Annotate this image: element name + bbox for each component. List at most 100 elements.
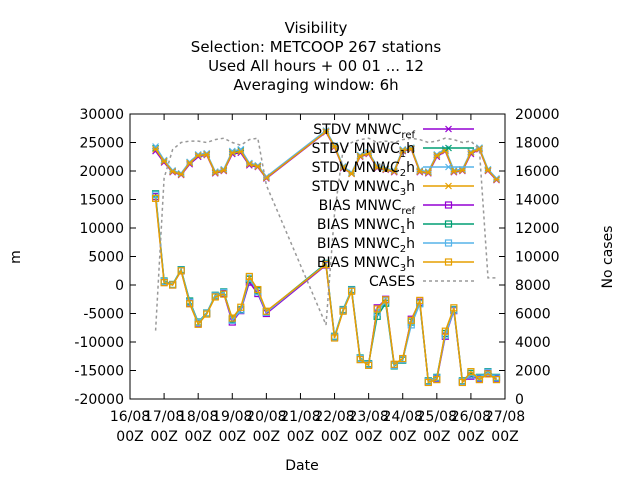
- data-point-bias-mnwc-3h: [424, 378, 432, 387]
- y-tick-label: -20000: [74, 392, 124, 408]
- y2-tick-label: 20000: [515, 107, 560, 123]
- y2-tick-label: 12000: [515, 221, 560, 237]
- data-point-stdv-mnwc-3h: [399, 147, 407, 154]
- y-tick-label: 0: [115, 278, 124, 294]
- legend-label-base: BIAS MNWC: [317, 255, 400, 271]
- y2-tick-label: 10000: [515, 250, 560, 266]
- x-tick-label-hour: 00Z: [253, 429, 280, 445]
- data-point-stdv-mnwc-3h: [433, 152, 441, 160]
- legend-label-subscript: 1: [400, 225, 406, 236]
- data-point-bias-mnwc-3h: [322, 260, 330, 269]
- data-point-bias-mnwc-3h: [492, 376, 501, 384]
- x-tick-label-hour: 00Z: [389, 429, 416, 445]
- series-line-cases: [154, 137, 497, 331]
- data-point-bias-mnwc-3h: [441, 327, 449, 335]
- legend-label-base: STDV MNWC: [312, 179, 400, 195]
- legend-label-subscript: 2: [400, 244, 406, 255]
- data-point-bias-mnwc-3h: [169, 281, 177, 289]
- data-point-bias-mnwc-3h: [382, 296, 390, 304]
- data-point-stdv-mnwc-3h: [365, 149, 373, 157]
- data-point-bias-mnwc-3h: [237, 303, 245, 311]
- data-point-stdv-mnwc-3h: [169, 168, 177, 175]
- x-tick-label-date: 26/08: [451, 409, 491, 425]
- legend-label-bias-mnwc-3h: BIAS MNWC3h: [317, 255, 415, 274]
- y2-tick-label: 18000: [515, 136, 560, 152]
- legend-marker-bias-mnwc-ref: [444, 201, 453, 209]
- data-point-bias-mnwc-3h: [330, 334, 339, 342]
- legend-label-bias-mnwc-1h: BIAS MNWC1h: [317, 217, 415, 236]
- data-point-stdv-mnwc-3h: [186, 159, 194, 167]
- data-point-stdv-mnwc-3h: [467, 149, 475, 157]
- data-point-bias-mnwc-3h: [450, 304, 458, 312]
- x-tick-label-hour: 00Z: [355, 429, 382, 445]
- data-point-bias-mnwc-3h: [228, 314, 236, 322]
- data-point-stdv-mnwc-3h: [373, 164, 381, 172]
- data-point-stdv-mnwc-2h: [152, 143, 159, 150]
- legend-label-subscript: 3: [400, 263, 406, 274]
- legend-label-subscript: ref: [401, 130, 415, 141]
- y2-tick-label: 6000: [515, 307, 551, 323]
- y-tick-label: 5000: [88, 250, 124, 266]
- x-tick-label-date: 21/08: [280, 409, 320, 425]
- legend-label-suffix: h: [406, 236, 415, 252]
- data-point-bias-mnwc-3h: [177, 267, 185, 275]
- axis-ticks: -20000-15000-10000-500005000100001500020…: [74, 107, 559, 445]
- data-point-bias-mnwc-3h: [160, 279, 168, 287]
- data-point-stdv-mnwc-3h: [348, 170, 356, 178]
- data-point-stdv-mnwc-3h: [416, 168, 424, 175]
- data-point-stdv-mnwc-3h: [356, 152, 364, 160]
- data-point-stdv-mnwc-3h: [245, 160, 253, 168]
- x-tick-label-date: 19/08: [212, 409, 252, 425]
- legend-label-subscript: ref: [401, 206, 415, 217]
- legend-marker-bias-mnwc-2h: [444, 239, 453, 247]
- legend-marker-stdv-mnwc-3h: [445, 182, 452, 190]
- data-point-stdv-mnwc-3h: [424, 169, 432, 177]
- data-point-bias-mnwc-3h: [245, 272, 253, 281]
- data-point-bias-mnwc-3h: [416, 296, 424, 304]
- data-point-bias-mnwc-3h: [475, 376, 484, 384]
- y-tick-label: -5000: [83, 307, 124, 323]
- y2-tick-label: 4000: [515, 335, 551, 351]
- data-point-stdv-mnwc-3h: [211, 169, 219, 177]
- legend-label-suffix: h: [406, 179, 415, 195]
- x-tick-label-hour: 00Z: [116, 429, 143, 445]
- legend-marker-bias-mnwc-1h: [444, 220, 453, 228]
- legend-label-base: STDV MNWC: [312, 141, 400, 157]
- chart-title: Visibility Selection: METCOOP 267 statio…: [191, 19, 442, 94]
- legend-label-suffix: h: [406, 217, 415, 233]
- legend-label-subscript: 2: [400, 168, 406, 179]
- x-tick-label-hour: 00Z: [219, 429, 246, 445]
- legend-label-suffix: h: [406, 141, 415, 157]
- legend-marker-stdv-mnwc-1h: [445, 144, 452, 152]
- legend-marker-bias-mnwc-3h: [444, 258, 453, 266]
- legend-label-suffix: h: [406, 255, 415, 271]
- x-tick-label-date: 23/08: [348, 409, 388, 425]
- y2-axis-label: No cases: [600, 226, 616, 289]
- x-tick-label-hour: 00Z: [184, 429, 211, 445]
- x-tick-label-hour: 00Z: [287, 429, 314, 445]
- title-line-1: Visibility: [285, 19, 348, 37]
- data-point-bias-mnwc-3h: [347, 287, 356, 295]
- data-point-stdv-mnwc-3h: [254, 163, 262, 170]
- y-tick-label: 10000: [79, 221, 124, 237]
- y-tick-label: -10000: [74, 335, 124, 351]
- legend-label-bias-mnwc-ref: BIAS MNWCref: [319, 198, 416, 217]
- legend-label-bias-mnwc-2h: BIAS MNWC2h: [317, 236, 415, 255]
- legend-marker-stdv-mnwc-ref: [445, 125, 452, 133]
- y2-tick-label: 2000: [515, 364, 551, 380]
- x-tick-label-date: 20/08: [246, 409, 286, 425]
- legend-label-base: BIAS MNWC: [319, 198, 402, 214]
- y-tick-label: 20000: [79, 164, 124, 180]
- data-point-stdv-mnwc-3h: [194, 152, 202, 160]
- legend-label-stdv-mnwc-ref: STDV MNWCref: [313, 122, 415, 141]
- y-tick-label: 30000: [79, 107, 124, 123]
- legend-label-base: BIAS MNWC: [317, 217, 400, 233]
- data-point-stdv-mnwc-3h: [228, 149, 236, 157]
- legend-label-suffix: h: [406, 160, 415, 176]
- legend-label-subscript: 1: [400, 149, 406, 160]
- x-tick-label-hour: 00Z: [457, 429, 484, 445]
- x-axis-label: Date: [285, 458, 318, 474]
- legend-label-subscript: 3: [400, 187, 406, 198]
